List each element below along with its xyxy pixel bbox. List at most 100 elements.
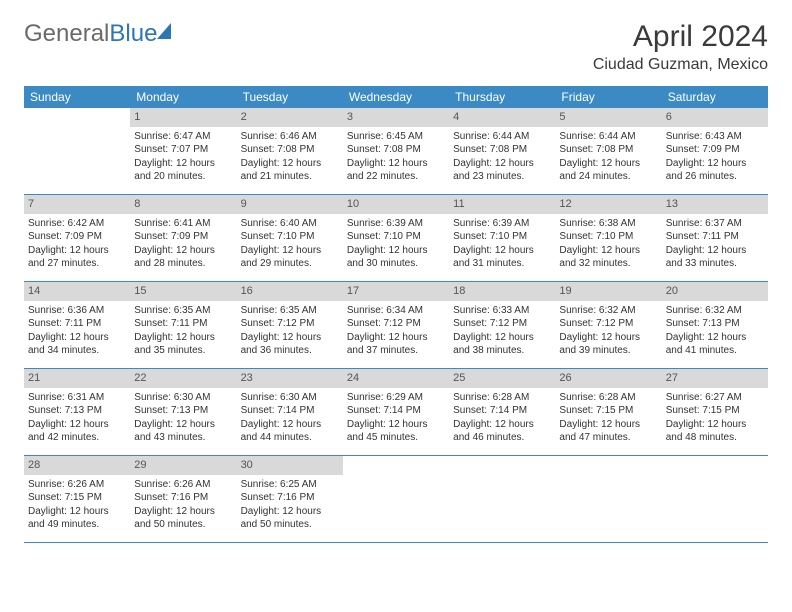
day-number: 3 [343, 108, 449, 127]
day-cell [449, 456, 555, 542]
day-text: Sunrise: 6:32 AM Sunset: 7:13 PM Dayligh… [666, 304, 764, 358]
day-text: Sunrise: 6:27 AM Sunset: 7:15 PM Dayligh… [666, 391, 764, 445]
day-number: 23 [237, 369, 343, 388]
weekday-wed: Wednesday [343, 86, 449, 108]
day-text: Sunrise: 6:30 AM Sunset: 7:14 PM Dayligh… [241, 391, 339, 445]
day-cell: 24Sunrise: 6:29 AM Sunset: 7:14 PM Dayli… [343, 369, 449, 455]
day-text: Sunrise: 6:25 AM Sunset: 7:16 PM Dayligh… [241, 478, 339, 532]
day-number: 25 [449, 369, 555, 388]
day-number: 1 [130, 108, 236, 127]
day-cell: 10 Sunrise: 6:39 AM Sunset: 7:10 PM Dayli… [343, 195, 449, 281]
day-text: Sunrise: 6:30 AM Sunset: 7:13 PM Dayligh… [134, 391, 232, 445]
day-cell: 16Sunrise: 6:35 AM Sunset: 7:12 PM Dayli… [237, 282, 343, 368]
day-cell [555, 456, 661, 542]
day-cell: 1 Sunrise: 6:47 AM Sunset: 7:07 PM Daylig… [130, 108, 236, 194]
day-cell: 14Sunrise: 6:36 AM Sunset: 7:11 PM Dayli… [24, 282, 130, 368]
day-number: 14 [24, 282, 130, 301]
day-number: 19 [555, 282, 661, 301]
day-cell: 23 Sunrise: 6:30 AM Sunset: 7:14 PM Dayli… [237, 369, 343, 455]
logo: GeneralBlue [24, 20, 171, 48]
week-row: 1 Sunrise: 6:47 AM Sunset: 7:07 PM Daylig… [24, 108, 768, 195]
day-number: 27 [662, 369, 768, 388]
day-number: 24 [343, 369, 449, 388]
day-cell: 22Sunrise: 6:30 AM Sunset: 7:13 PM Dayli… [130, 369, 236, 455]
day-cell: 11Sunrise: 6:39 AM Sunset: 7:10 PM Dayli… [449, 195, 555, 281]
weekday-sun: Sunday [24, 86, 130, 108]
day-cell: 26 Sunrise: 6:28 AM Sunset: 7:15 PM Dayli… [555, 369, 661, 455]
week-row: 14Sunrise: 6:36 AM Sunset: 7:11 PM Dayli… [24, 282, 768, 369]
day-cell: 17 Sunrise: 6:34 AM Sunset: 7:12 PM Dayli… [343, 282, 449, 368]
day-text: Sunrise: 6:35 AM Sunset: 7:11 PM Dayligh… [134, 304, 232, 358]
day-number: 13 [662, 195, 768, 214]
logo-triangle-icon [157, 23, 171, 39]
day-text: Sunrise: 6:43 AM Sunset: 7:09 PM Dayligh… [666, 130, 764, 184]
day-cell: 19 Sunrise: 6:32 AM Sunset: 7:12 PM Dayli… [555, 282, 661, 368]
day-number: 18 [449, 282, 555, 301]
day-cell [343, 456, 449, 542]
weekday-header-row: Sunday Monday Tuesday Wednesday Thursday… [24, 86, 768, 108]
day-number: 12 [555, 195, 661, 214]
day-cell: 21Sunrise: 6:31 AM Sunset: 7:13 PM Dayli… [24, 369, 130, 455]
day-number: 6 [662, 108, 768, 127]
day-number: 15 [130, 282, 236, 301]
weekday-mon: Monday [130, 86, 236, 108]
day-text: Sunrise: 6:26 AM Sunset: 7:16 PM Dayligh… [134, 478, 232, 532]
day-cell: 13 Sunrise: 6:37 AM Sunset: 7:11 PM Dayli… [662, 195, 768, 281]
day-number: 2 [237, 108, 343, 127]
weekday-tue: Tuesday [237, 86, 343, 108]
day-cell: 25 Sunrise: 6:28 AM Sunset: 7:14 PM Dayli… [449, 369, 555, 455]
day-number: 5 [555, 108, 661, 127]
day-text: Sunrise: 6:26 AM Sunset: 7:15 PM Dayligh… [28, 478, 126, 532]
day-text: Sunrise: 6:38 AM Sunset: 7:10 PM Dayligh… [559, 217, 657, 271]
day-number: 7 [24, 195, 130, 214]
day-text: Sunrise: 6:32 AM Sunset: 7:12 PM Dayligh… [559, 304, 657, 358]
day-cell: 27 Sunrise: 6:27 AM Sunset: 7:15 PM Dayli… [662, 369, 768, 455]
weekday-thu: Thursday [449, 86, 555, 108]
day-text: Sunrise: 6:34 AM Sunset: 7:12 PM Dayligh… [347, 304, 445, 358]
day-cell: 30Sunrise: 6:25 AM Sunset: 7:16 PM Dayli… [237, 456, 343, 542]
calendar: Sunday Monday Tuesday Wednesday Thursday… [24, 86, 768, 543]
day-text: Sunrise: 6:41 AM Sunset: 7:09 PM Dayligh… [134, 217, 232, 271]
day-cell [662, 456, 768, 542]
day-number: 29 [130, 456, 236, 475]
day-text: Sunrise: 6:35 AM Sunset: 7:12 PM Dayligh… [241, 304, 339, 358]
day-number: 4 [449, 108, 555, 127]
day-number: 20 [662, 282, 768, 301]
month-title: April 2024 [593, 20, 768, 54]
day-cell [24, 108, 130, 194]
day-text: Sunrise: 6:37 AM Sunset: 7:11 PM Dayligh… [666, 217, 764, 271]
day-cell: 8 Sunrise: 6:41 AM Sunset: 7:09 PM Daylig… [130, 195, 236, 281]
day-number: 26 [555, 369, 661, 388]
logo-text: GeneralBlue [24, 20, 157, 48]
day-number: 21 [24, 369, 130, 388]
day-text: Sunrise: 6:44 AM Sunset: 7:08 PM Dayligh… [453, 130, 551, 184]
header: GeneralBlue April 2024 Ciudad Guzman, Me… [24, 20, 768, 74]
day-cell: 9 Sunrise: 6:40 AM Sunset: 7:10 PM Daylig… [237, 195, 343, 281]
day-number: 11 [449, 195, 555, 214]
day-cell: 18 Sunrise: 6:33 AM Sunset: 7:12 PM Dayli… [449, 282, 555, 368]
day-cell: 20 Sunrise: 6:32 AM Sunset: 7:13 PM Dayli… [662, 282, 768, 368]
title-block: April 2024 Ciudad Guzman, Mexico [593, 20, 768, 74]
day-cell: 4 Sunrise: 6:44 AM Sunset: 7:08 PM Daylig… [449, 108, 555, 194]
location: Ciudad Guzman, Mexico [593, 56, 768, 74]
day-cell: 5Sunrise: 6:44 AM Sunset: 7:08 PM Daylig… [555, 108, 661, 194]
day-cell: 3 Sunrise: 6:45 AM Sunset: 7:08 PM Daylig… [343, 108, 449, 194]
day-cell: 2Sunrise: 6:46 AM Sunset: 7:08 PM Daylig… [237, 108, 343, 194]
day-text: Sunrise: 6:40 AM Sunset: 7:10 PM Dayligh… [241, 217, 339, 271]
day-number: 9 [237, 195, 343, 214]
weeks-container: 1 Sunrise: 6:47 AM Sunset: 7:07 PM Daylig… [24, 108, 768, 543]
day-text: Sunrise: 6:28 AM Sunset: 7:15 PM Dayligh… [559, 391, 657, 445]
day-text: Sunrise: 6:47 AM Sunset: 7:07 PM Dayligh… [134, 130, 232, 184]
day-text: Sunrise: 6:39 AM Sunset: 7:10 PM Dayligh… [347, 217, 445, 271]
day-number: 28 [24, 456, 130, 475]
day-number: 10 [343, 195, 449, 214]
day-text: Sunrise: 6:28 AM Sunset: 7:14 PM Dayligh… [453, 391, 551, 445]
logo-text-part1: General [24, 20, 109, 47]
weekday-sat: Saturday [662, 86, 768, 108]
day-cell: 6 Sunrise: 6:43 AM Sunset: 7:09 PM Daylig… [662, 108, 768, 194]
day-text: Sunrise: 6:45 AM Sunset: 7:08 PM Dayligh… [347, 130, 445, 184]
day-cell: 28 Sunrise: 6:26 AM Sunset: 7:15 PM Dayli… [24, 456, 130, 542]
day-number: 17 [343, 282, 449, 301]
day-number: 8 [130, 195, 236, 214]
day-text: Sunrise: 6:33 AM Sunset: 7:12 PM Dayligh… [453, 304, 551, 358]
